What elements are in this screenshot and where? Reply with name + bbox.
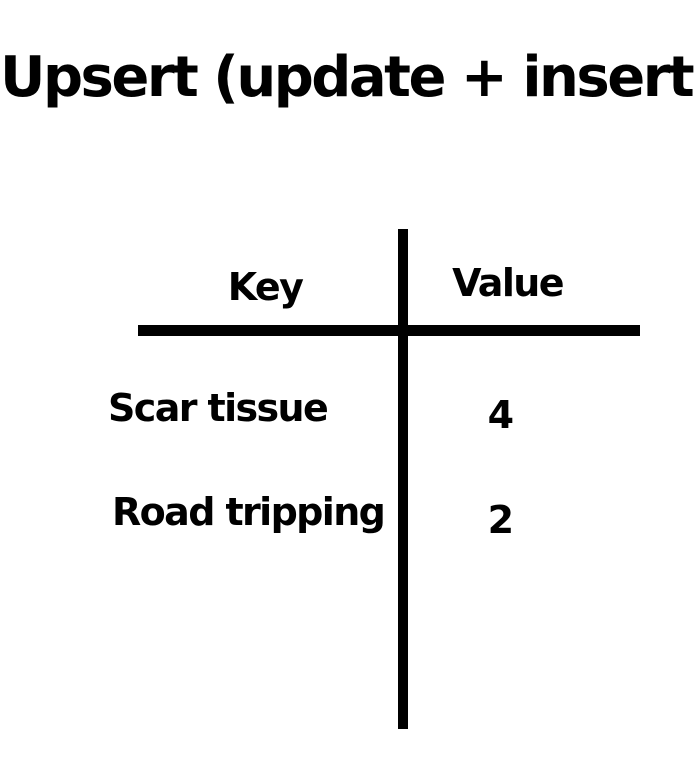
table-horizontal-divider (138, 325, 640, 336)
row-1-key: Scar tissue (108, 386, 329, 430)
table-vertical-divider (398, 229, 408, 729)
row-1-value: 4 (487, 393, 514, 437)
diagram-title: Upsert (update + insert) (0, 45, 696, 110)
column-header-key: Key (227, 265, 304, 309)
column-header-value: Value (452, 261, 564, 305)
row-2-key: Road tripping (112, 490, 386, 534)
row-2-value: 2 (487, 498, 514, 542)
